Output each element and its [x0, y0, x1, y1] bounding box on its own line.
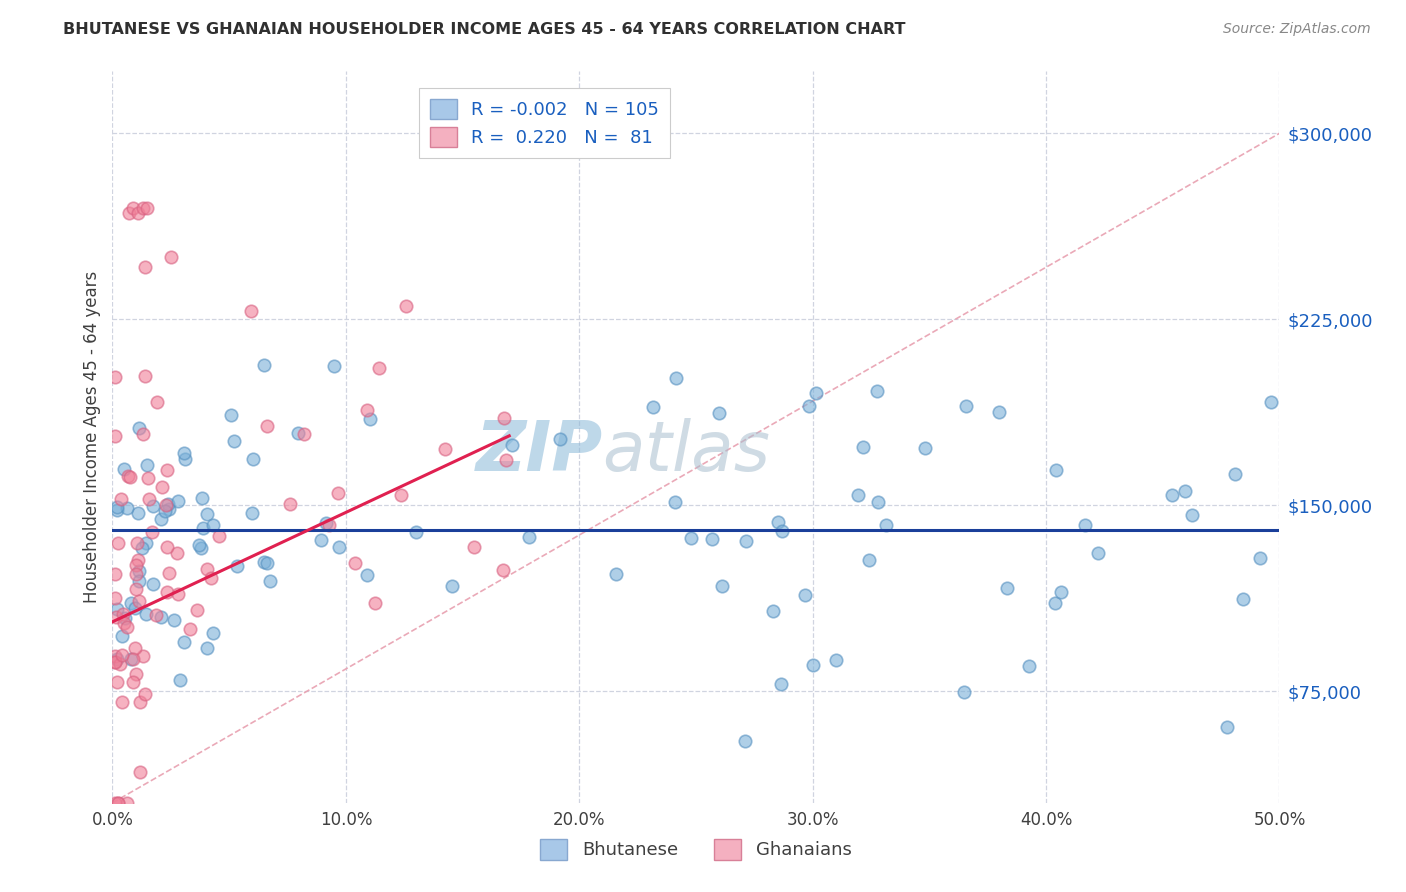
Text: Source: ZipAtlas.com: Source: ZipAtlas.com [1223, 22, 1371, 37]
Text: BHUTANESE VS GHANAIAN HOUSEHOLDER INCOME AGES 45 - 64 YEARS CORRELATION CHART: BHUTANESE VS GHANAIAN HOUSEHOLDER INCOME… [63, 22, 905, 37]
Text: ZIP: ZIP [475, 418, 603, 485]
Y-axis label: Householder Income Ages 45 - 64 years: Householder Income Ages 45 - 64 years [83, 271, 101, 603]
Text: atlas: atlas [603, 418, 770, 485]
Legend: Bhutanese, Ghanaians: Bhutanese, Ghanaians [533, 831, 859, 867]
